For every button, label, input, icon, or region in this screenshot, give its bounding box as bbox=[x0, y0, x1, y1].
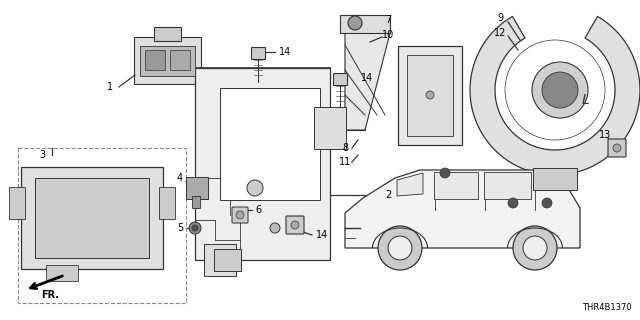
FancyBboxPatch shape bbox=[345, 15, 365, 130]
Circle shape bbox=[348, 16, 362, 30]
Text: 14: 14 bbox=[316, 230, 328, 240]
Text: 8: 8 bbox=[342, 143, 348, 153]
Text: 14: 14 bbox=[279, 47, 291, 57]
Polygon shape bbox=[345, 33, 390, 130]
FancyBboxPatch shape bbox=[333, 73, 347, 85]
Text: FR.: FR. bbox=[41, 290, 59, 300]
Circle shape bbox=[291, 221, 299, 229]
FancyBboxPatch shape bbox=[192, 196, 200, 208]
Circle shape bbox=[388, 236, 412, 260]
FancyBboxPatch shape bbox=[398, 46, 462, 145]
FancyBboxPatch shape bbox=[407, 55, 453, 136]
Text: 6: 6 bbox=[255, 205, 261, 215]
Polygon shape bbox=[345, 170, 580, 248]
Circle shape bbox=[247, 180, 263, 196]
FancyBboxPatch shape bbox=[186, 177, 208, 199]
Text: 3: 3 bbox=[39, 150, 45, 160]
FancyBboxPatch shape bbox=[145, 50, 165, 70]
Text: 10: 10 bbox=[382, 30, 394, 40]
Text: 12: 12 bbox=[494, 28, 506, 38]
FancyBboxPatch shape bbox=[21, 167, 163, 269]
Text: 2: 2 bbox=[385, 190, 391, 200]
Text: 1: 1 bbox=[107, 82, 113, 92]
FancyBboxPatch shape bbox=[140, 46, 195, 76]
FancyBboxPatch shape bbox=[195, 68, 330, 260]
Text: 13: 13 bbox=[599, 130, 611, 140]
Text: THR4B1370: THR4B1370 bbox=[582, 303, 632, 312]
FancyBboxPatch shape bbox=[434, 172, 478, 199]
Circle shape bbox=[189, 222, 201, 234]
Text: 11: 11 bbox=[339, 157, 351, 167]
FancyBboxPatch shape bbox=[170, 50, 190, 70]
FancyBboxPatch shape bbox=[35, 178, 149, 258]
FancyBboxPatch shape bbox=[214, 249, 241, 271]
Circle shape bbox=[613, 144, 621, 152]
Circle shape bbox=[532, 62, 588, 118]
Circle shape bbox=[236, 211, 244, 219]
FancyBboxPatch shape bbox=[251, 47, 265, 59]
FancyBboxPatch shape bbox=[286, 216, 304, 234]
Circle shape bbox=[440, 168, 450, 178]
FancyBboxPatch shape bbox=[134, 37, 201, 84]
Text: 5: 5 bbox=[177, 223, 183, 233]
Circle shape bbox=[192, 225, 198, 231]
FancyBboxPatch shape bbox=[608, 139, 626, 157]
FancyBboxPatch shape bbox=[9, 187, 25, 219]
Circle shape bbox=[542, 198, 552, 208]
FancyBboxPatch shape bbox=[484, 172, 531, 199]
Circle shape bbox=[508, 198, 518, 208]
Polygon shape bbox=[470, 16, 640, 175]
FancyBboxPatch shape bbox=[46, 265, 78, 281]
Circle shape bbox=[426, 91, 434, 99]
FancyBboxPatch shape bbox=[159, 187, 175, 219]
Text: 9: 9 bbox=[497, 13, 503, 23]
Text: 4: 4 bbox=[177, 173, 183, 183]
Circle shape bbox=[270, 223, 280, 233]
Circle shape bbox=[542, 72, 578, 108]
FancyBboxPatch shape bbox=[533, 168, 577, 190]
FancyBboxPatch shape bbox=[220, 88, 320, 200]
FancyBboxPatch shape bbox=[154, 27, 181, 41]
Circle shape bbox=[505, 40, 605, 140]
Polygon shape bbox=[397, 173, 423, 196]
Text: L: L bbox=[581, 93, 589, 107]
FancyBboxPatch shape bbox=[232, 207, 248, 223]
FancyBboxPatch shape bbox=[340, 15, 390, 33]
FancyBboxPatch shape bbox=[204, 244, 236, 276]
FancyBboxPatch shape bbox=[314, 107, 346, 149]
Circle shape bbox=[523, 236, 547, 260]
Text: 7: 7 bbox=[385, 15, 391, 25]
Circle shape bbox=[513, 226, 557, 270]
Text: 14: 14 bbox=[361, 73, 373, 83]
Bar bbox=[18, 148, 186, 303]
Circle shape bbox=[378, 226, 422, 270]
